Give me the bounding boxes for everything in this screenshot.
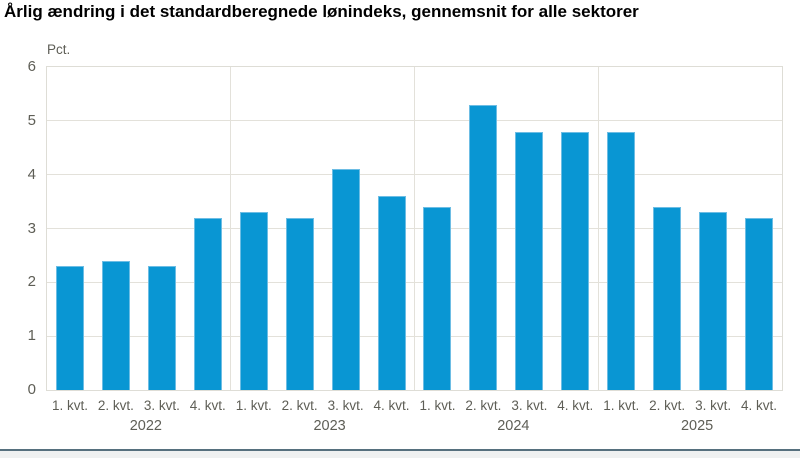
chart-title: Årlig ændring i det standardberegnede lø… [4, 2, 639, 21]
x-axis-tick-label: 2. kvt. [281, 398, 318, 413]
bar-2024-q2 [469, 104, 498, 390]
y-axis-tick-label: 6 [27, 58, 36, 75]
bar-2024-q3 [515, 131, 544, 390]
y-axis-tick-label: 1 [27, 327, 36, 345]
x-axis-year-label: 2025 [680, 418, 714, 434]
x-axis-tick-label: 4. kvt. [189, 398, 226, 413]
x-axis-tick-label: 2. kvt. [649, 398, 686, 413]
x-axis-year-label: 2022 [129, 418, 162, 434]
bar-2022-q4 [193, 217, 222, 390]
bar-2023-q2 [285, 217, 314, 390]
x-axis-tick-label: 1. kvt. [603, 398, 640, 413]
bar-2025-q4 [745, 217, 774, 390]
x-axis-tick-label: 1. kvt. [51, 398, 88, 413]
gridline-v [230, 67, 232, 390]
x-axis-tick-label: 4. kvt. [373, 398, 410, 413]
x-axis-tick-label: 3. kvt. [327, 398, 364, 413]
bar-2022-q3 [147, 266, 176, 390]
plot-area [46, 66, 783, 391]
bar-2024-q1 [423, 206, 452, 390]
bar-2023-q3 [331, 169, 360, 390]
bar-2023-q1 [239, 212, 268, 390]
bar-2025-q3 [699, 212, 728, 390]
x-axis-year-label: 2024 [497, 418, 530, 434]
x-axis-tick-label: 4. kvt. [557, 398, 594, 413]
y-axis-tick-label: 0 [27, 381, 36, 398]
x-axis-tick-label: 1. kvt. [235, 398, 272, 413]
footer-band [0, 451, 800, 458]
x-axis-tick-label: 2. kvt. [465, 398, 502, 413]
bar-2025-q1 [607, 131, 636, 390]
bar-2022-q2 [101, 260, 130, 390]
x-axis-tick-label: 3. kvt. [143, 398, 180, 413]
x-axis-tick-label: 1. kvt. [419, 398, 456, 413]
y-axis-unit-label: Pct. [47, 42, 71, 57]
y-axis-tick-label: 5 [27, 111, 36, 129]
bar-2025-q2 [653, 206, 682, 390]
x-axis-tick-label: 4. kvt. [741, 398, 778, 413]
y-axis-tick-label: 4 [27, 165, 36, 183]
gridline-v [414, 67, 415, 390]
x-axis-year-label: 2023 [313, 418, 346, 434]
x-axis-tick-label: 2. kvt. [97, 398, 134, 413]
bar-2023-q4 [377, 196, 406, 390]
x-axis-tick-label: 3. kvt. [511, 398, 548, 413]
y-axis-tick-label: 3 [27, 219, 36, 237]
y-axis-tick-label: 2 [27, 273, 36, 291]
bar-2024-q4 [561, 131, 590, 390]
footer-divider [0, 449, 800, 451]
gridline-v [597, 67, 599, 390]
x-axis-tick-label: 3. kvt. [695, 398, 732, 413]
bar-2022-q1 [55, 266, 84, 390]
